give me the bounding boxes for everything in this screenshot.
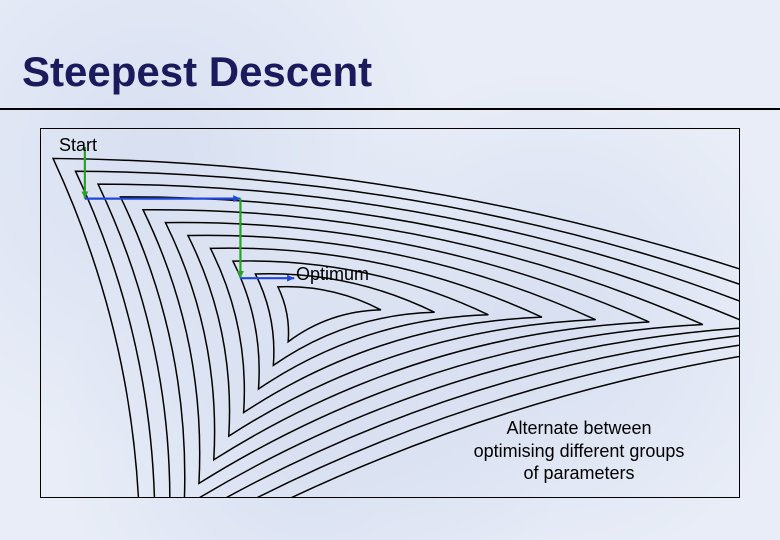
start-label: Start <box>59 135 97 156</box>
optimum-label: Optimum <box>296 264 369 285</box>
descent-step-arrow <box>85 195 241 202</box>
caption-text: Alternate betweenoptimising different gr… <box>429 417 729 485</box>
descent-step-arrow <box>237 199 244 279</box>
descent-step-arrow <box>240 275 294 282</box>
contour-level <box>278 287 381 342</box>
contour-plot-frame: Start Optimum Alternate betweenoptimisin… <box>40 128 740 498</box>
title-underline <box>0 108 780 110</box>
page-title: Steepest Descent <box>22 48 372 96</box>
